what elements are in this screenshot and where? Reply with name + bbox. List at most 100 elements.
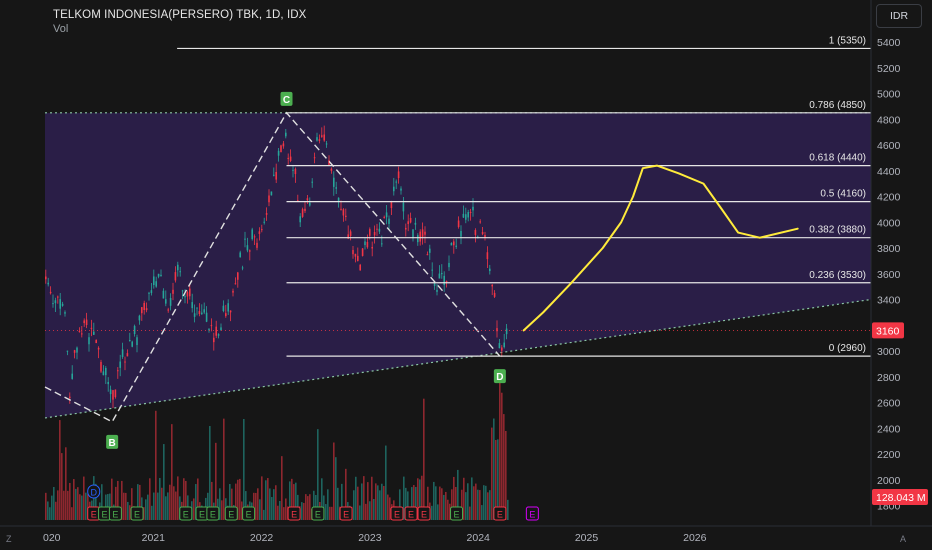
volume-bar — [61, 453, 63, 520]
candle-body — [503, 342, 505, 348]
candle-body — [246, 245, 249, 251]
volume-bar — [211, 481, 213, 520]
candle-body — [220, 327, 222, 331]
candle-body — [196, 307, 198, 309]
pattern-point-label: B — [109, 438, 116, 449]
volume-bar — [45, 492, 47, 520]
volume-bar — [327, 489, 329, 520]
price-tag — [872, 489, 928, 505]
candle-body — [412, 229, 414, 239]
volume-bar — [77, 487, 79, 520]
volume-bar — [449, 503, 451, 520]
volume-bar — [377, 485, 379, 520]
zoom-icon[interactable]: Z — [6, 534, 12, 544]
pattern-point-label: C — [283, 95, 290, 106]
event-marker — [417, 506, 431, 521]
candle-body — [359, 264, 361, 271]
candle-body — [381, 243, 383, 245]
candle-body — [203, 309, 205, 313]
y-tick-label: 5000 — [877, 89, 901, 101]
y-tick-label: 2800 — [877, 372, 901, 384]
candle-body — [457, 220, 460, 228]
volume-bar — [313, 490, 315, 520]
pattern-point-badge — [106, 434, 119, 449]
candle-body — [119, 361, 121, 368]
currency-button[interactable]: IDR — [876, 4, 922, 28]
volume-bar — [283, 507, 285, 520]
candle-body — [93, 331, 95, 335]
x-tick-label: 2021 — [142, 532, 166, 544]
bottom-trendline — [44, 298, 872, 419]
candle-body — [229, 310, 232, 313]
candle-body — [304, 208, 306, 212]
auto-scale-icon[interactable]: A — [900, 534, 907, 544]
candle-body — [325, 143, 328, 145]
volume-bar — [223, 418, 225, 520]
x-tick-label: 2024 — [467, 532, 491, 544]
candle-body — [81, 333, 83, 335]
candle-body — [222, 305, 225, 312]
candle-body — [47, 282, 49, 285]
candle-body — [462, 213, 465, 218]
candle-body — [472, 206, 474, 211]
volume-bar — [355, 476, 357, 520]
volume-bar — [419, 479, 421, 520]
volume-bar — [59, 420, 61, 520]
candle-body — [174, 272, 177, 281]
volume-bar — [289, 481, 291, 520]
candle-body — [165, 299, 167, 304]
volume-bar — [177, 476, 179, 520]
candle-body — [285, 132, 287, 137]
event-marker — [525, 506, 539, 521]
volume-bar — [471, 477, 473, 520]
event-marker — [206, 506, 220, 521]
candle-body — [318, 139, 321, 141]
candle-body — [460, 230, 462, 237]
candle-body — [424, 231, 426, 235]
candle-body — [138, 315, 141, 321]
volume-bar — [445, 491, 447, 520]
candle-body — [467, 212, 469, 218]
volume-bar — [275, 485, 277, 520]
volume-bar — [123, 492, 125, 520]
volume-bar — [437, 504, 439, 520]
candle-body — [496, 328, 498, 332]
volume-bar — [235, 483, 237, 520]
volume-bar — [465, 492, 467, 520]
y-tick-label: 4000 — [877, 217, 901, 229]
event-marker — [179, 506, 193, 521]
candle-body — [253, 236, 256, 238]
event-marker — [130, 506, 144, 521]
candle-body — [489, 268, 491, 272]
candle-body — [208, 329, 210, 331]
event-marker-label: E — [497, 510, 503, 520]
volume-bar — [147, 494, 149, 520]
volume-bar — [467, 483, 469, 520]
volume-bar — [125, 492, 127, 520]
candle-body — [162, 290, 165, 299]
candle-body — [97, 347, 100, 350]
candle-body — [198, 311, 201, 315]
volume-bar — [85, 492, 87, 520]
candle-body — [309, 202, 311, 206]
volume-bar — [79, 494, 81, 520]
candle-body — [121, 349, 124, 357]
candle-body — [210, 325, 213, 327]
volume-bar — [163, 444, 165, 520]
volume-bar — [63, 490, 65, 520]
candle-body — [112, 390, 114, 400]
volume-bar — [427, 486, 429, 520]
event-marker-label: E — [134, 510, 140, 520]
volume-bar — [117, 480, 119, 520]
event-marker — [311, 506, 325, 521]
volume-bar — [447, 499, 449, 520]
candle-body — [433, 282, 436, 286]
volume-bar — [305, 494, 307, 520]
volume-bar — [385, 445, 387, 520]
x-tick-label: 020 — [43, 532, 61, 544]
candle-body — [263, 221, 265, 223]
volume-bar — [195, 484, 197, 520]
x-tick-label: 2022 — [250, 532, 274, 544]
